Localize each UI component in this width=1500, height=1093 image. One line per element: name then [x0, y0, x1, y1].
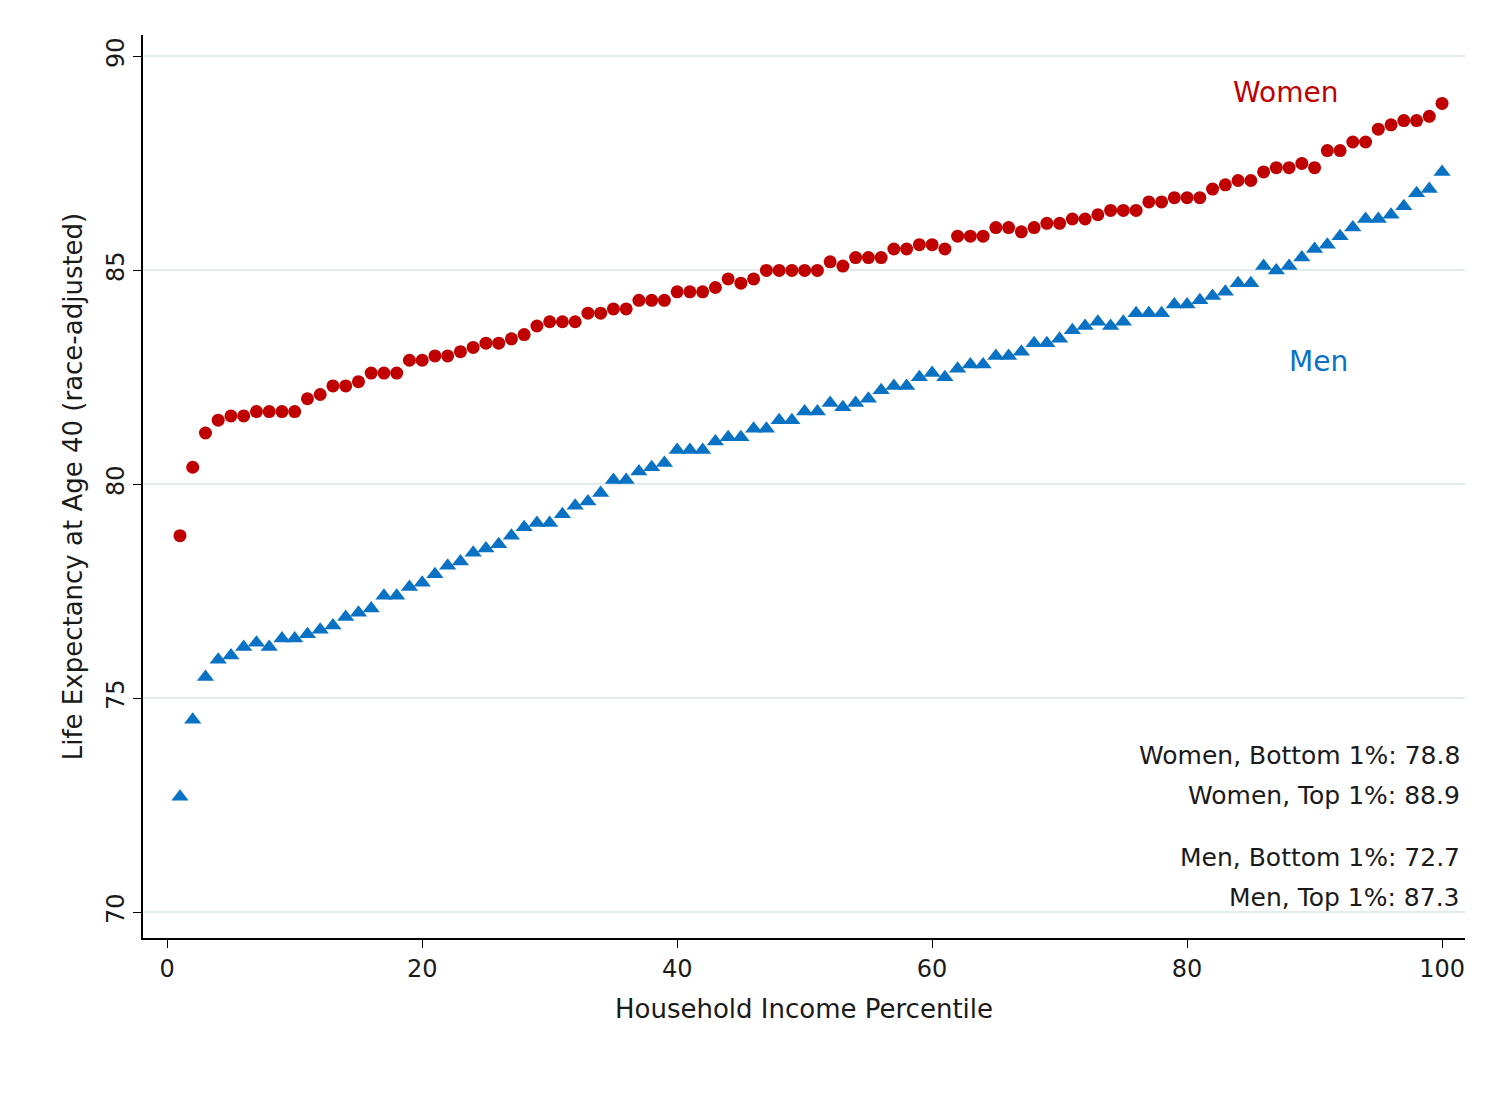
svg-text:Women, Bottom 1%: 78.8: Women, Bottom 1%: 78.8 — [1139, 741, 1460, 770]
svg-text:0: 0 — [160, 955, 175, 983]
svg-text:100: 100 — [1419, 955, 1465, 983]
svg-text:80: 80 — [1172, 955, 1203, 983]
svg-text:Men, Bottom 1%: 72.7: Men, Bottom 1%: 72.7 — [1180, 843, 1460, 872]
svg-text:90: 90 — [102, 38, 130, 69]
svg-text:40: 40 — [662, 955, 693, 983]
svg-text:70: 70 — [102, 893, 130, 924]
svg-text:Life Expectancy at Age 40 (rac: Life Expectancy at Age 40 (race-adjusted… — [58, 213, 88, 761]
svg-text:Men: Men — [1289, 345, 1348, 378]
svg-text:Women, Top 1%: 88.9: Women, Top 1%: 88.9 — [1188, 781, 1460, 810]
svg-text:Men, Top 1%: 87.3: Men, Top 1%: 87.3 — [1229, 883, 1460, 912]
svg-text:80: 80 — [102, 465, 130, 496]
svg-text:85: 85 — [102, 252, 130, 283]
svg-text:Women: Women — [1233, 76, 1338, 109]
svg-text:60: 60 — [917, 955, 948, 983]
svg-text:20: 20 — [407, 955, 438, 983]
svg-text:75: 75 — [102, 679, 130, 710]
svg-text:Household Income Percentile: Household Income Percentile — [615, 994, 993, 1024]
